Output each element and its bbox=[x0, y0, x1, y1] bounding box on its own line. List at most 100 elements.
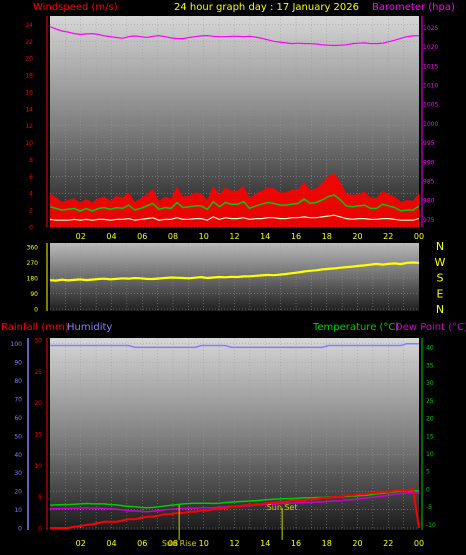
graph-title: 24 hour graph day : 17 January 2026 bbox=[174, 2, 359, 13]
barometer-series-line bbox=[49, 26, 420, 47]
compass-letter: N bbox=[436, 240, 444, 253]
y-tick-label: 12 bbox=[25, 123, 33, 130]
x-tick-label: 02 bbox=[76, 232, 86, 241]
x-tick-label: 08 bbox=[168, 232, 178, 241]
y-tick-label: 14 bbox=[25, 106, 33, 113]
y-tick-label: -10 bbox=[426, 522, 436, 529]
x-tick-label: 06 bbox=[137, 539, 147, 548]
x-tick-label: 04 bbox=[106, 232, 116, 241]
x-tick-label: 04 bbox=[106, 539, 116, 548]
x-tick-label: 18 bbox=[322, 539, 332, 548]
y-tick-label: 0 bbox=[426, 486, 430, 493]
gust-area bbox=[50, 173, 419, 227]
x-tick-label: 12 bbox=[229, 539, 239, 548]
y-tick-label: 1000 bbox=[423, 121, 438, 128]
y-tick-label: 16 bbox=[25, 89, 33, 96]
y-tick-label: 360 bbox=[27, 245, 39, 252]
y-tick-label: 60 bbox=[14, 415, 22, 422]
humidity-series-line bbox=[50, 342, 419, 349]
y-tick-label: 24 bbox=[25, 22, 33, 29]
direction-series-line bbox=[49, 261, 420, 282]
x-tick-label: 10 bbox=[199, 232, 209, 241]
rain-temp-series bbox=[49, 342, 420, 529]
y-tick-label: 25 bbox=[426, 398, 434, 405]
x-tick-label: 14 bbox=[260, 232, 270, 241]
y-tick-label: 0 bbox=[38, 526, 42, 533]
y-tick-label: 1015 bbox=[423, 63, 438, 70]
wind-baro-grid bbox=[50, 16, 419, 228]
y-tick-label: 975 bbox=[423, 217, 435, 224]
y-tick-label: 30 bbox=[14, 470, 22, 477]
y-tick-label: 40 bbox=[426, 345, 434, 352]
y-tick-label: 1020 bbox=[423, 44, 438, 51]
x-tick-label: 14 bbox=[260, 539, 270, 548]
wind-baro-series bbox=[49, 26, 420, 227]
y-tick-label: 10 bbox=[426, 451, 434, 458]
y-tick-label: 4 bbox=[29, 191, 33, 198]
y-tick-label: 35 bbox=[426, 362, 434, 369]
y-tick-label: 980 bbox=[423, 198, 435, 205]
y-tick-label: 0 bbox=[18, 526, 22, 533]
sun-set-label: Sun Set bbox=[267, 503, 298, 512]
compass-letter: N bbox=[436, 303, 444, 316]
windspeed-axis-title: Windspeed (m/s) bbox=[33, 2, 118, 13]
x-tick-label: 20 bbox=[352, 539, 362, 548]
x-tick-label: 18 bbox=[322, 232, 332, 241]
sun-markers: Sun Rise Sun Set bbox=[162, 503, 298, 548]
y-tick-label: 985 bbox=[423, 178, 435, 185]
rainfall-series-line bbox=[50, 487, 420, 529]
y-tick-label: 10 bbox=[14, 507, 22, 514]
y-tick-label: 20 bbox=[25, 56, 33, 63]
y-tick-label: 30 bbox=[34, 338, 42, 345]
y-tick-label: -5 bbox=[426, 504, 432, 511]
x-tick-label: 22 bbox=[383, 539, 393, 548]
x-tick-label: 16 bbox=[291, 539, 301, 548]
y-tick-label: 8 bbox=[29, 157, 33, 164]
wind-direction-axis-ticks: 0 90 180 270 360 bbox=[27, 243, 48, 314]
x-tick-label: 16 bbox=[291, 232, 301, 241]
barometer-axis-title: Barometer (hpa) bbox=[372, 2, 455, 13]
y-tick-label: 18 bbox=[25, 73, 33, 80]
average-series-line bbox=[49, 214, 420, 221]
y-tick-label: 1010 bbox=[423, 83, 438, 90]
x-tick-label: 02 bbox=[76, 539, 86, 548]
y-tick-label: 22 bbox=[25, 39, 33, 46]
x-tick-label: 08 bbox=[168, 539, 178, 548]
y-tick-label: 180 bbox=[27, 276, 39, 283]
y-tick-label: 5 bbox=[426, 469, 430, 476]
y-tick-label: 90 bbox=[14, 360, 22, 367]
y-tick-label: 100 bbox=[11, 341, 23, 348]
y-tick-label: 20 bbox=[14, 489, 22, 496]
wind-baro-axis-ticks: 0246810121416182022249759809859909951000… bbox=[25, 16, 438, 241]
y-tick-label: 270 bbox=[27, 260, 39, 267]
y-tick-label: 6 bbox=[29, 174, 33, 181]
x-tick-label: 00 bbox=[414, 539, 424, 548]
y-tick-label: 70 bbox=[14, 396, 22, 403]
y-tick-label: 1025 bbox=[423, 25, 438, 32]
rain-temp-axis-ticks: 0102030405060708090100051015202530-10-50… bbox=[11, 338, 436, 549]
y-tick-label: 30 bbox=[426, 380, 434, 387]
y-tick-label: 0 bbox=[29, 225, 33, 232]
y-tick-label: 10 bbox=[25, 140, 33, 147]
wind-series-line bbox=[49, 194, 420, 212]
y-tick-label: 15 bbox=[34, 432, 42, 439]
y-tick-label: 80 bbox=[14, 378, 22, 385]
y-tick-label: 990 bbox=[423, 159, 435, 166]
x-tick-label: 20 bbox=[352, 232, 362, 241]
y-tick-label: 2 bbox=[29, 208, 33, 215]
wind-direction-grid bbox=[50, 243, 419, 311]
y-tick-label: 995 bbox=[423, 140, 435, 147]
y-tick-label: 15 bbox=[426, 433, 434, 440]
x-tick-label: 06 bbox=[137, 232, 147, 241]
wind-direction-series bbox=[49, 261, 420, 282]
compass-letter: E bbox=[437, 287, 444, 300]
sun-rise-label: Sun Rise bbox=[162, 539, 197, 548]
humidity-axis-title: Humidity bbox=[67, 322, 112, 333]
y-tick-label: 5 bbox=[38, 494, 42, 501]
temperature-axis-title: Temperature (°C) bbox=[312, 322, 399, 333]
compass-letter: W bbox=[435, 256, 446, 269]
rain-temp-grid bbox=[50, 338, 419, 530]
x-tick-label: 12 bbox=[229, 232, 239, 241]
